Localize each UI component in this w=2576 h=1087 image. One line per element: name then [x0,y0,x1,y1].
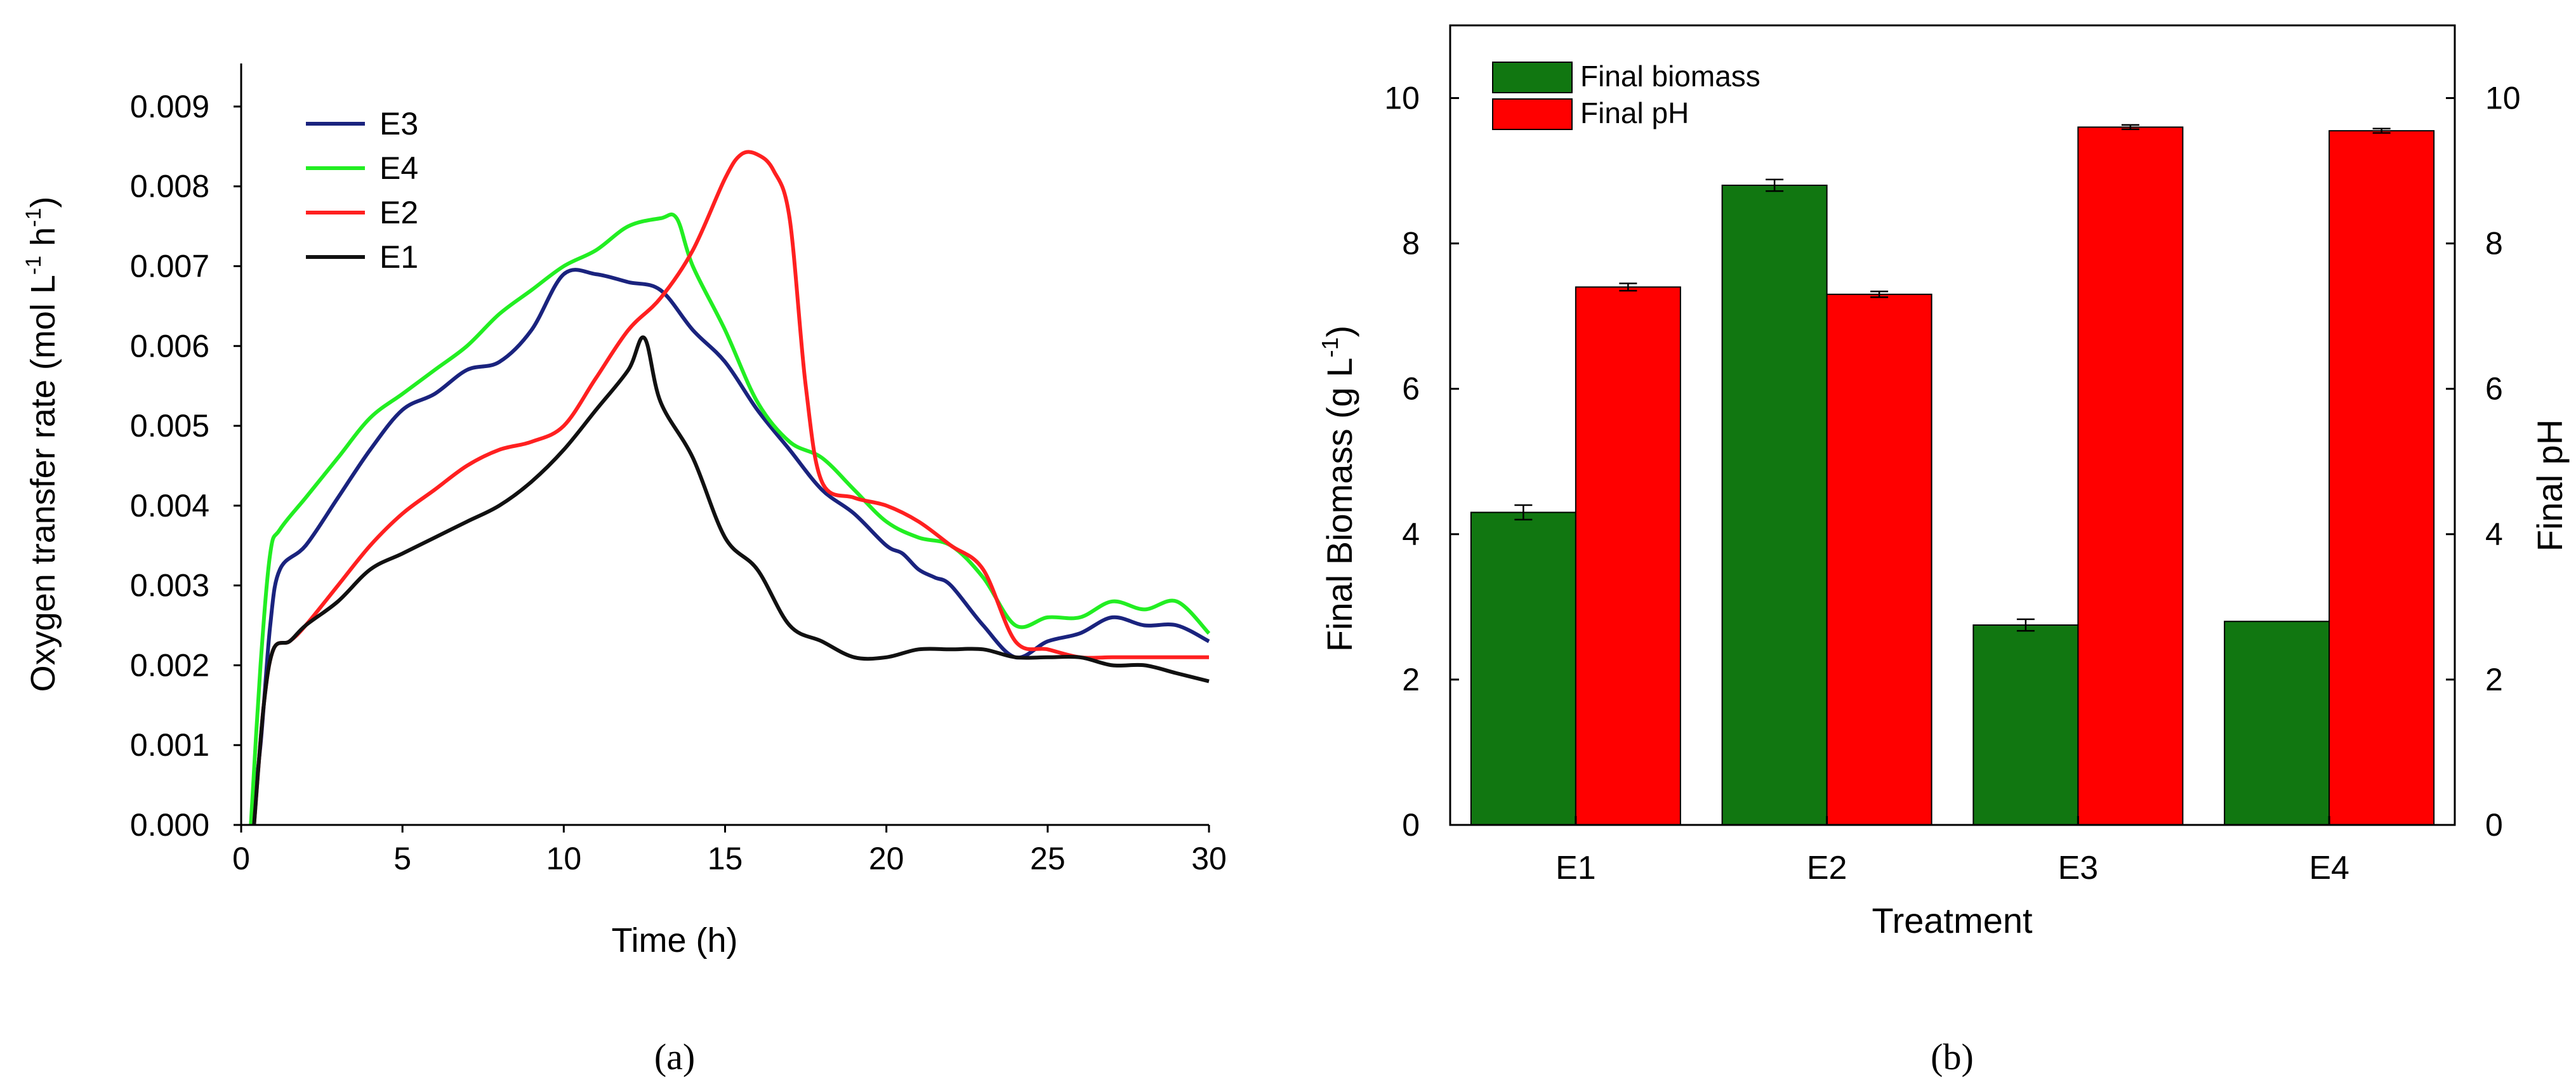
x-axis-title-a: Time (h) [612,921,738,959]
bar-e4-ph [2328,130,2435,826]
y-axis-title-a-mid: h [24,227,62,256]
y-axis-title-a-main: Oxygen transfer rate (mol L [24,275,62,692]
x-tick-label-a: 25 [1030,841,1066,876]
bar-e4-biomass [2224,621,2330,826]
y2-tick-label-b: 4 [2485,517,2503,552]
legend-swatch-ph [1492,98,1573,130]
x-tick-label-a: 10 [546,841,582,876]
y2-tick-label-b: 6 [2485,371,2503,407]
panel-label-a: (a) [654,1036,695,1077]
y-tick-label-a: 0.001 [130,727,209,763]
x-tick-label-a: 30 [1191,841,1227,876]
bar-e2-ph [1826,293,1932,826]
x-tick-label-a: 0 [232,841,250,876]
y2-axis-title-b: Final pH [2530,419,2570,552]
y-axis-title-b: Final Biomass (g L-1) [1317,326,1359,652]
series-line-e2 [252,150,1209,826]
bar-e3-ph [2077,126,2184,826]
ticks-b: 0 2 4 6 8 10 0 2 4 6 8 10 E1 E2 E3 E4 [1384,81,2520,886]
line-series-group [249,150,1211,826]
legend-swatch-biomass [1492,62,1573,93]
bar-e2-biomass [1721,185,1828,826]
bar-e1-biomass [1470,511,1576,826]
series-line-e1 [252,335,1210,826]
y2-tick-label-b: 8 [2485,226,2503,261]
legend-label-e3: E3 [380,106,418,142]
x-tick-label-b: E3 [2058,850,2099,886]
bar-e1-ph [1575,286,1681,826]
y-tick-label-a: 0.006 [130,328,209,364]
bar-chart-panel-b: 0 2 4 6 8 10 0 2 4 6 8 10 E1 E2 E3 E4 Treatment Final B… [1317,24,2570,1077]
x-tick-label-b: E2 [1807,850,1847,886]
y2-tick-label-b: 2 [2485,662,2503,697]
y-tick-label-b: 6 [1402,371,1420,407]
bar-group [1470,124,2435,826]
legend-label-e4: E4 [380,150,418,186]
x-axis-title-b: Treatment [1872,900,2033,940]
series-line-e4 [249,212,1211,826]
x-tick-label-a: 20 [869,841,904,876]
y-tick-label-a: 0.009 [130,89,209,124]
y-axis-title-b-sup: -1 [1317,337,1343,357]
legend-label-e2: E2 [380,195,418,230]
y-tick-label-b: 0 [1402,807,1420,843]
line-chart-panel-a: 0 5 10 15 20 25 30 0.000 0.001 0.002 0.003 0.004 0.0… [22,63,1227,1077]
y-tick-label-a: 0.003 [130,568,209,603]
y2-tick-label-b: 10 [2485,81,2521,116]
y-tick-label-b: 8 [1402,226,1420,261]
legend-label-e1: E1 [380,239,418,275]
y-axis-title-a-end: ) [24,197,62,208]
bar-e3-biomass [1972,624,2079,826]
y-axis-title-a-sup1: -1 [22,256,46,275]
panel-label-b: (b) [1931,1036,1974,1077]
ticks-a: 0 5 10 15 20 25 30 0.000 0.001 0.002 0.003 0.004 0.0… [130,89,1227,876]
x-tick-label-a: 5 [393,841,411,876]
legend-label-biomass: Final biomass [1580,60,1760,93]
y-tick-label-a: 0.008 [130,169,209,204]
y-tick-label-b: 10 [1384,81,1420,116]
y-tick-label-b: 2 [1402,662,1420,697]
y-tick-label-a: 0.002 [130,647,209,683]
y-tick-label-a: 0.000 [130,807,209,843]
axes-b [1449,24,2456,826]
x-tick-label-b: E4 [2309,850,2349,886]
y-tick-label-a: 0.007 [130,248,209,284]
x-tick-label-b: E1 [1556,850,1596,886]
y-tick-label-a: 0.004 [130,488,209,524]
y-tick-label-a: 0.005 [130,408,209,444]
legend-label-ph: Final pH [1580,96,1689,129]
y-axis-title-a: Oxygen transfer rate (mol L-1 h-1) [22,197,62,692]
y-axis-title-a-sup2: -1 [22,208,46,227]
x-tick-label-a: 15 [708,841,743,876]
legend-a: E3 E4 E2 E1 [306,106,418,275]
y-axis-title-b-end: ) [1319,326,1359,338]
y2-tick-label-b: 0 [2485,807,2503,843]
y-tick-label-b: 4 [1402,517,1420,552]
y-axis-title-b-main: Final Biomass (g L [1319,357,1359,652]
plot-frame-b [1449,24,2456,826]
